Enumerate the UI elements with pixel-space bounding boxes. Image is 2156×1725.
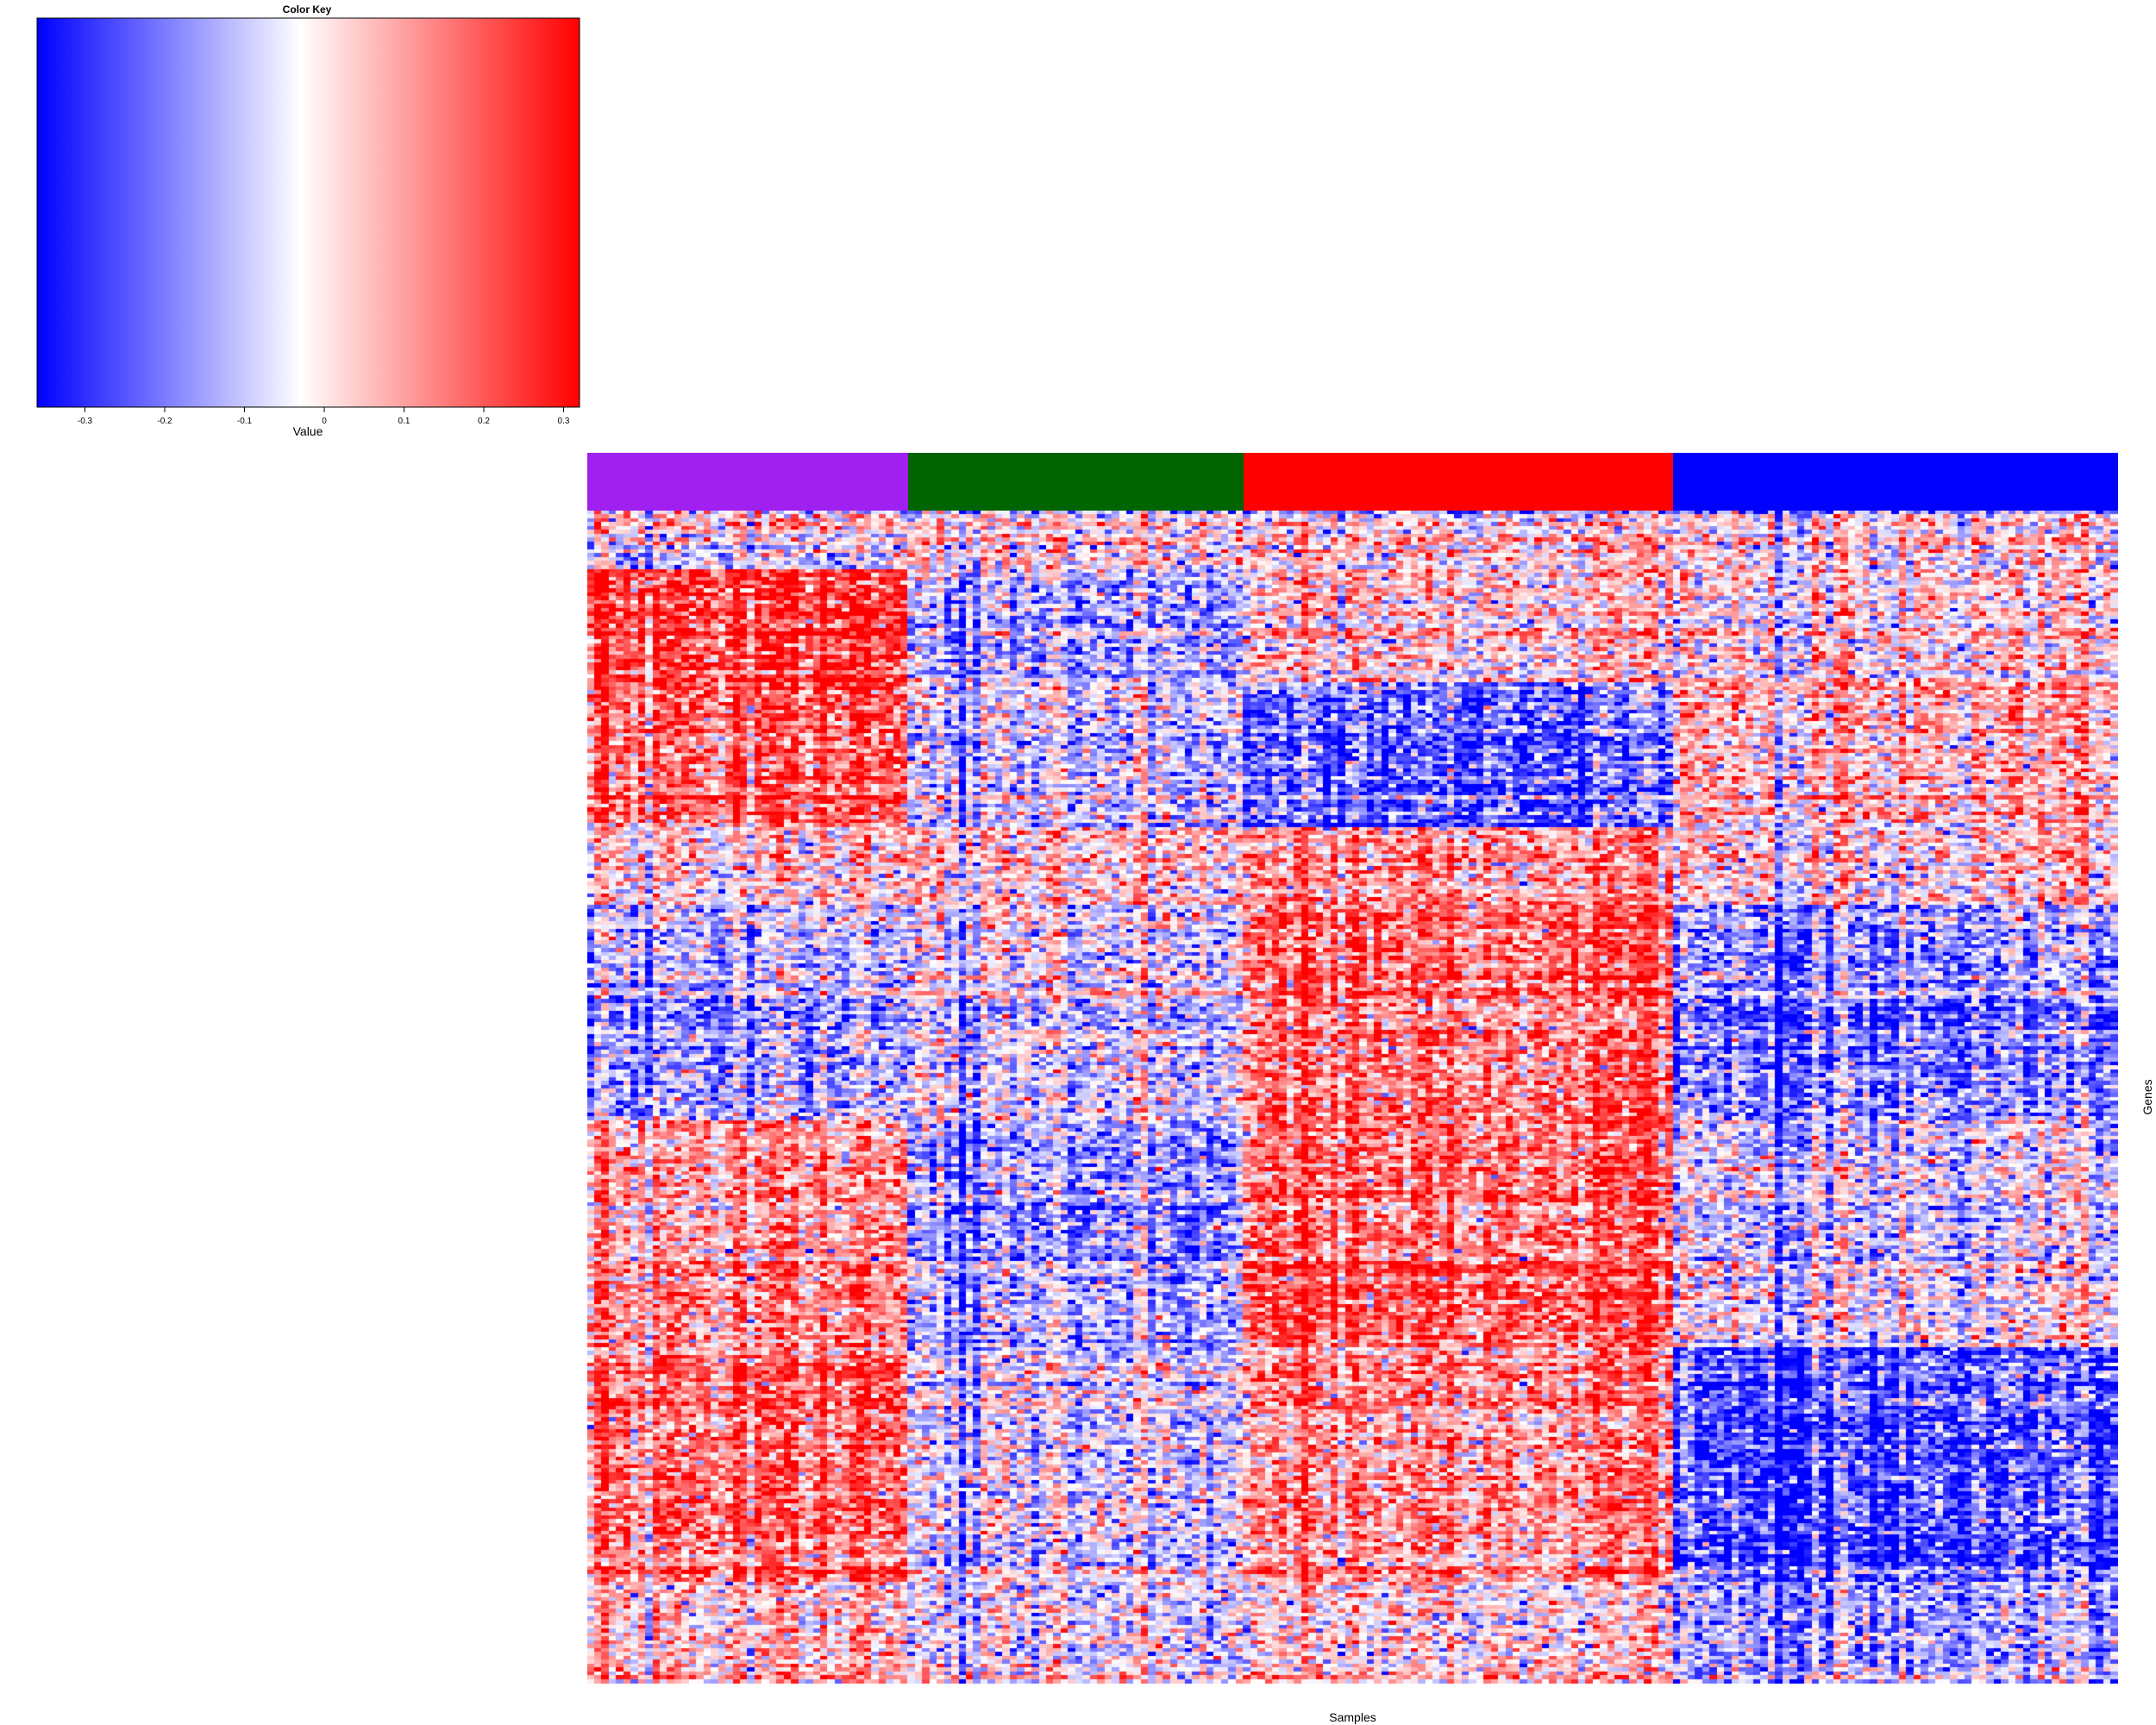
color-key-tick-label: -0.1 xyxy=(237,417,253,426)
color-key: Color Key -0.3 -0.2 -0.1 0 0.1 0.2 0.3 Value xyxy=(36,3,580,438)
color-key-tick-label: -0.3 xyxy=(78,417,93,426)
color-key-tick-label: 0.1 xyxy=(398,417,411,426)
x-axis-label: Samples xyxy=(1329,1710,1376,1724)
color-key-title: Color Key xyxy=(283,3,332,16)
sample-group-group3 xyxy=(1243,453,1674,511)
y-axis-label: Genes xyxy=(2140,1079,2154,1115)
color-key-axis-label: Value xyxy=(293,424,323,438)
sample-group-colorbar xyxy=(587,453,2118,511)
color-key-tick-label: 0.3 xyxy=(558,417,570,426)
sample-group-group1 xyxy=(587,453,908,511)
sample-group-group2 xyxy=(907,453,1244,511)
color-key-tick-label: 0.2 xyxy=(478,417,490,426)
color-key-tick-label: 0 xyxy=(322,417,327,426)
color-key-tick-label: -0.2 xyxy=(157,417,172,426)
heatmap xyxy=(587,511,2118,1684)
color-key-gradient xyxy=(36,17,580,408)
sample-group-group4 xyxy=(1673,453,2118,511)
